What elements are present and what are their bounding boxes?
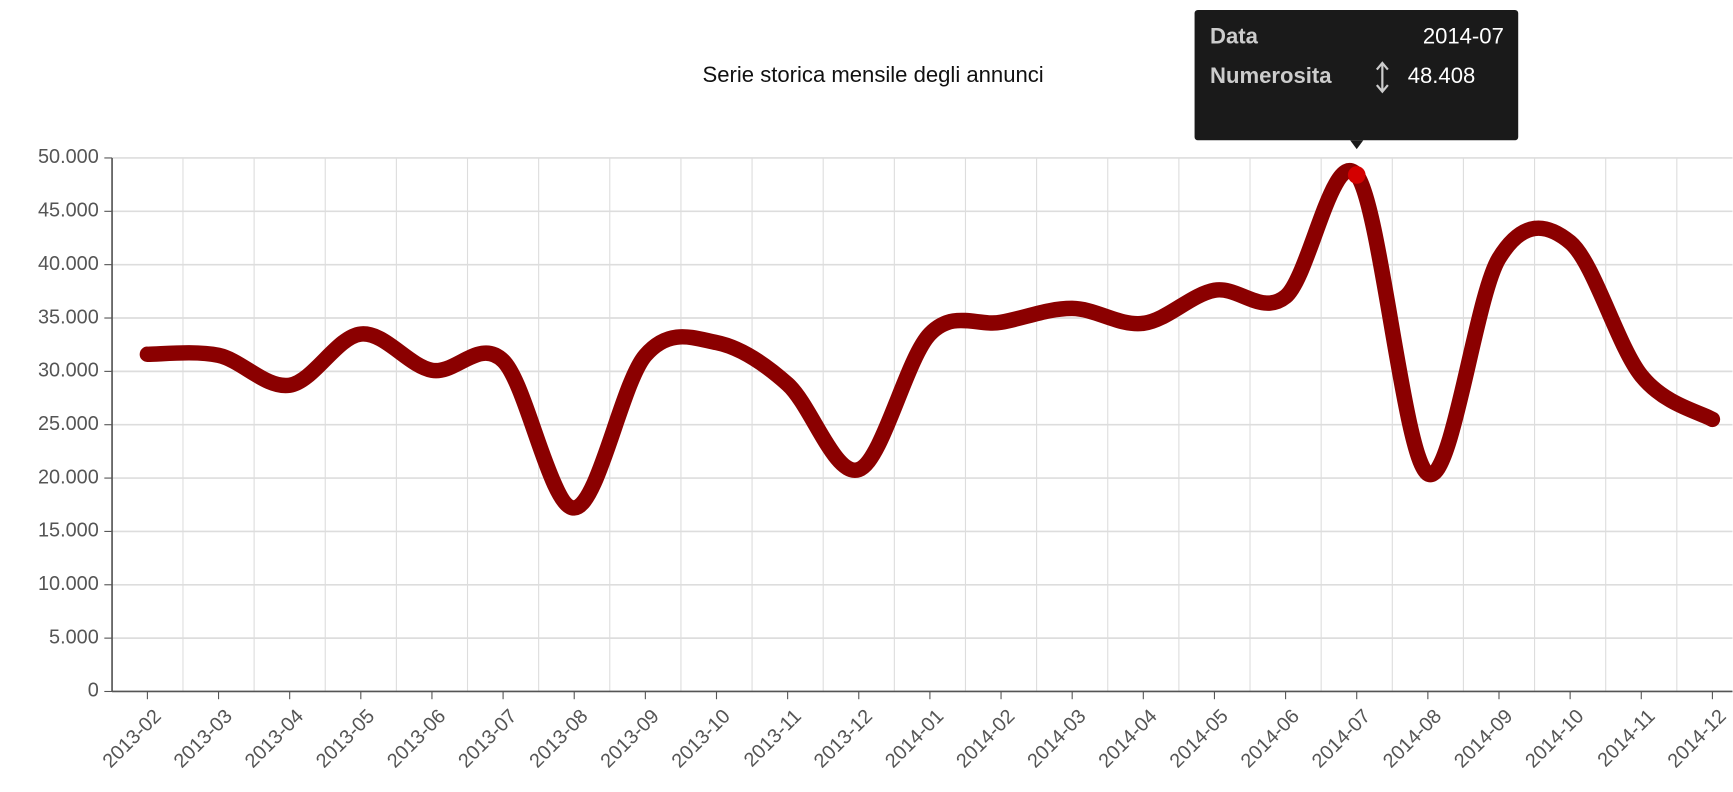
x-tick-label: 2014-02	[952, 705, 1019, 772]
x-tick-label: 2013-04	[241, 705, 308, 772]
x-tick-label: 2013-05	[312, 705, 379, 772]
tooltip-arrow	[1350, 140, 1364, 150]
hover-point	[1347, 166, 1366, 184]
y-tick-label: 25.000	[38, 413, 99, 435]
y-tick-label: 20.000	[38, 466, 99, 488]
x-tick-label: 2014-10	[1521, 705, 1588, 772]
x-tick-label: 2013-10	[668, 705, 735, 772]
tooltip: Data 2014-07 Numerosita 48.408	[1194, 9, 1519, 150]
y-tick-label: 50.000	[38, 146, 99, 168]
y-tick-label: 30.000	[38, 360, 99, 382]
y-tick-label: 5.000	[49, 626, 99, 648]
y-tick-label: 15.000	[38, 520, 99, 542]
y-tick-label: 0	[88, 680, 99, 702]
x-tick-label: 2014-12	[1664, 705, 1731, 772]
x-tick-label: 2014-03	[1023, 705, 1090, 772]
x-tick-label: 2013-12	[810, 705, 877, 772]
chart-title: Serie storica mensile degli annunci	[703, 62, 1044, 87]
x-tick-label: 2013-03	[170, 705, 237, 772]
x-tick-label: 2014-04	[1094, 705, 1161, 772]
x-tick-label: 2013-07	[454, 705, 521, 772]
x-tick-label: 2013-09	[597, 705, 664, 772]
tooltip-series: Numerosita	[1210, 63, 1332, 88]
y-tick-label: 45.000	[38, 200, 99, 222]
x-tick-label: 2014-07	[1308, 705, 1375, 772]
x-tick-label: 2014-01	[881, 705, 948, 772]
sort-icon	[1375, 61, 1389, 94]
line	[139, 163, 1721, 516]
x-tick-label: 2014-06	[1237, 705, 1304, 772]
x-tick-label: 2013-06	[383, 705, 450, 772]
x-tick-label: 2014-05	[1166, 705, 1233, 772]
y-tick-label: 35.000	[38, 306, 99, 328]
x-tick-label: 2014-08	[1379, 705, 1446, 772]
x-tick-label: 2013-02	[99, 705, 166, 772]
y-tick-label: 10.000	[38, 573, 99, 595]
x-tick-label: 2014-11	[1593, 705, 1659, 771]
tooltip-box	[1194, 9, 1519, 141]
y-tick-label: 40.000	[38, 253, 99, 275]
tooltip-key: Data	[1210, 23, 1259, 48]
x-tick-label: 2013-08	[525, 705, 592, 772]
tooltip-value: 48.408	[1408, 63, 1476, 88]
x-tick-label: 2013-11	[740, 705, 806, 771]
tooltip-key-value: 2014-07	[1423, 23, 1504, 48]
x-tick-label: 2014-09	[1450, 705, 1517, 772]
